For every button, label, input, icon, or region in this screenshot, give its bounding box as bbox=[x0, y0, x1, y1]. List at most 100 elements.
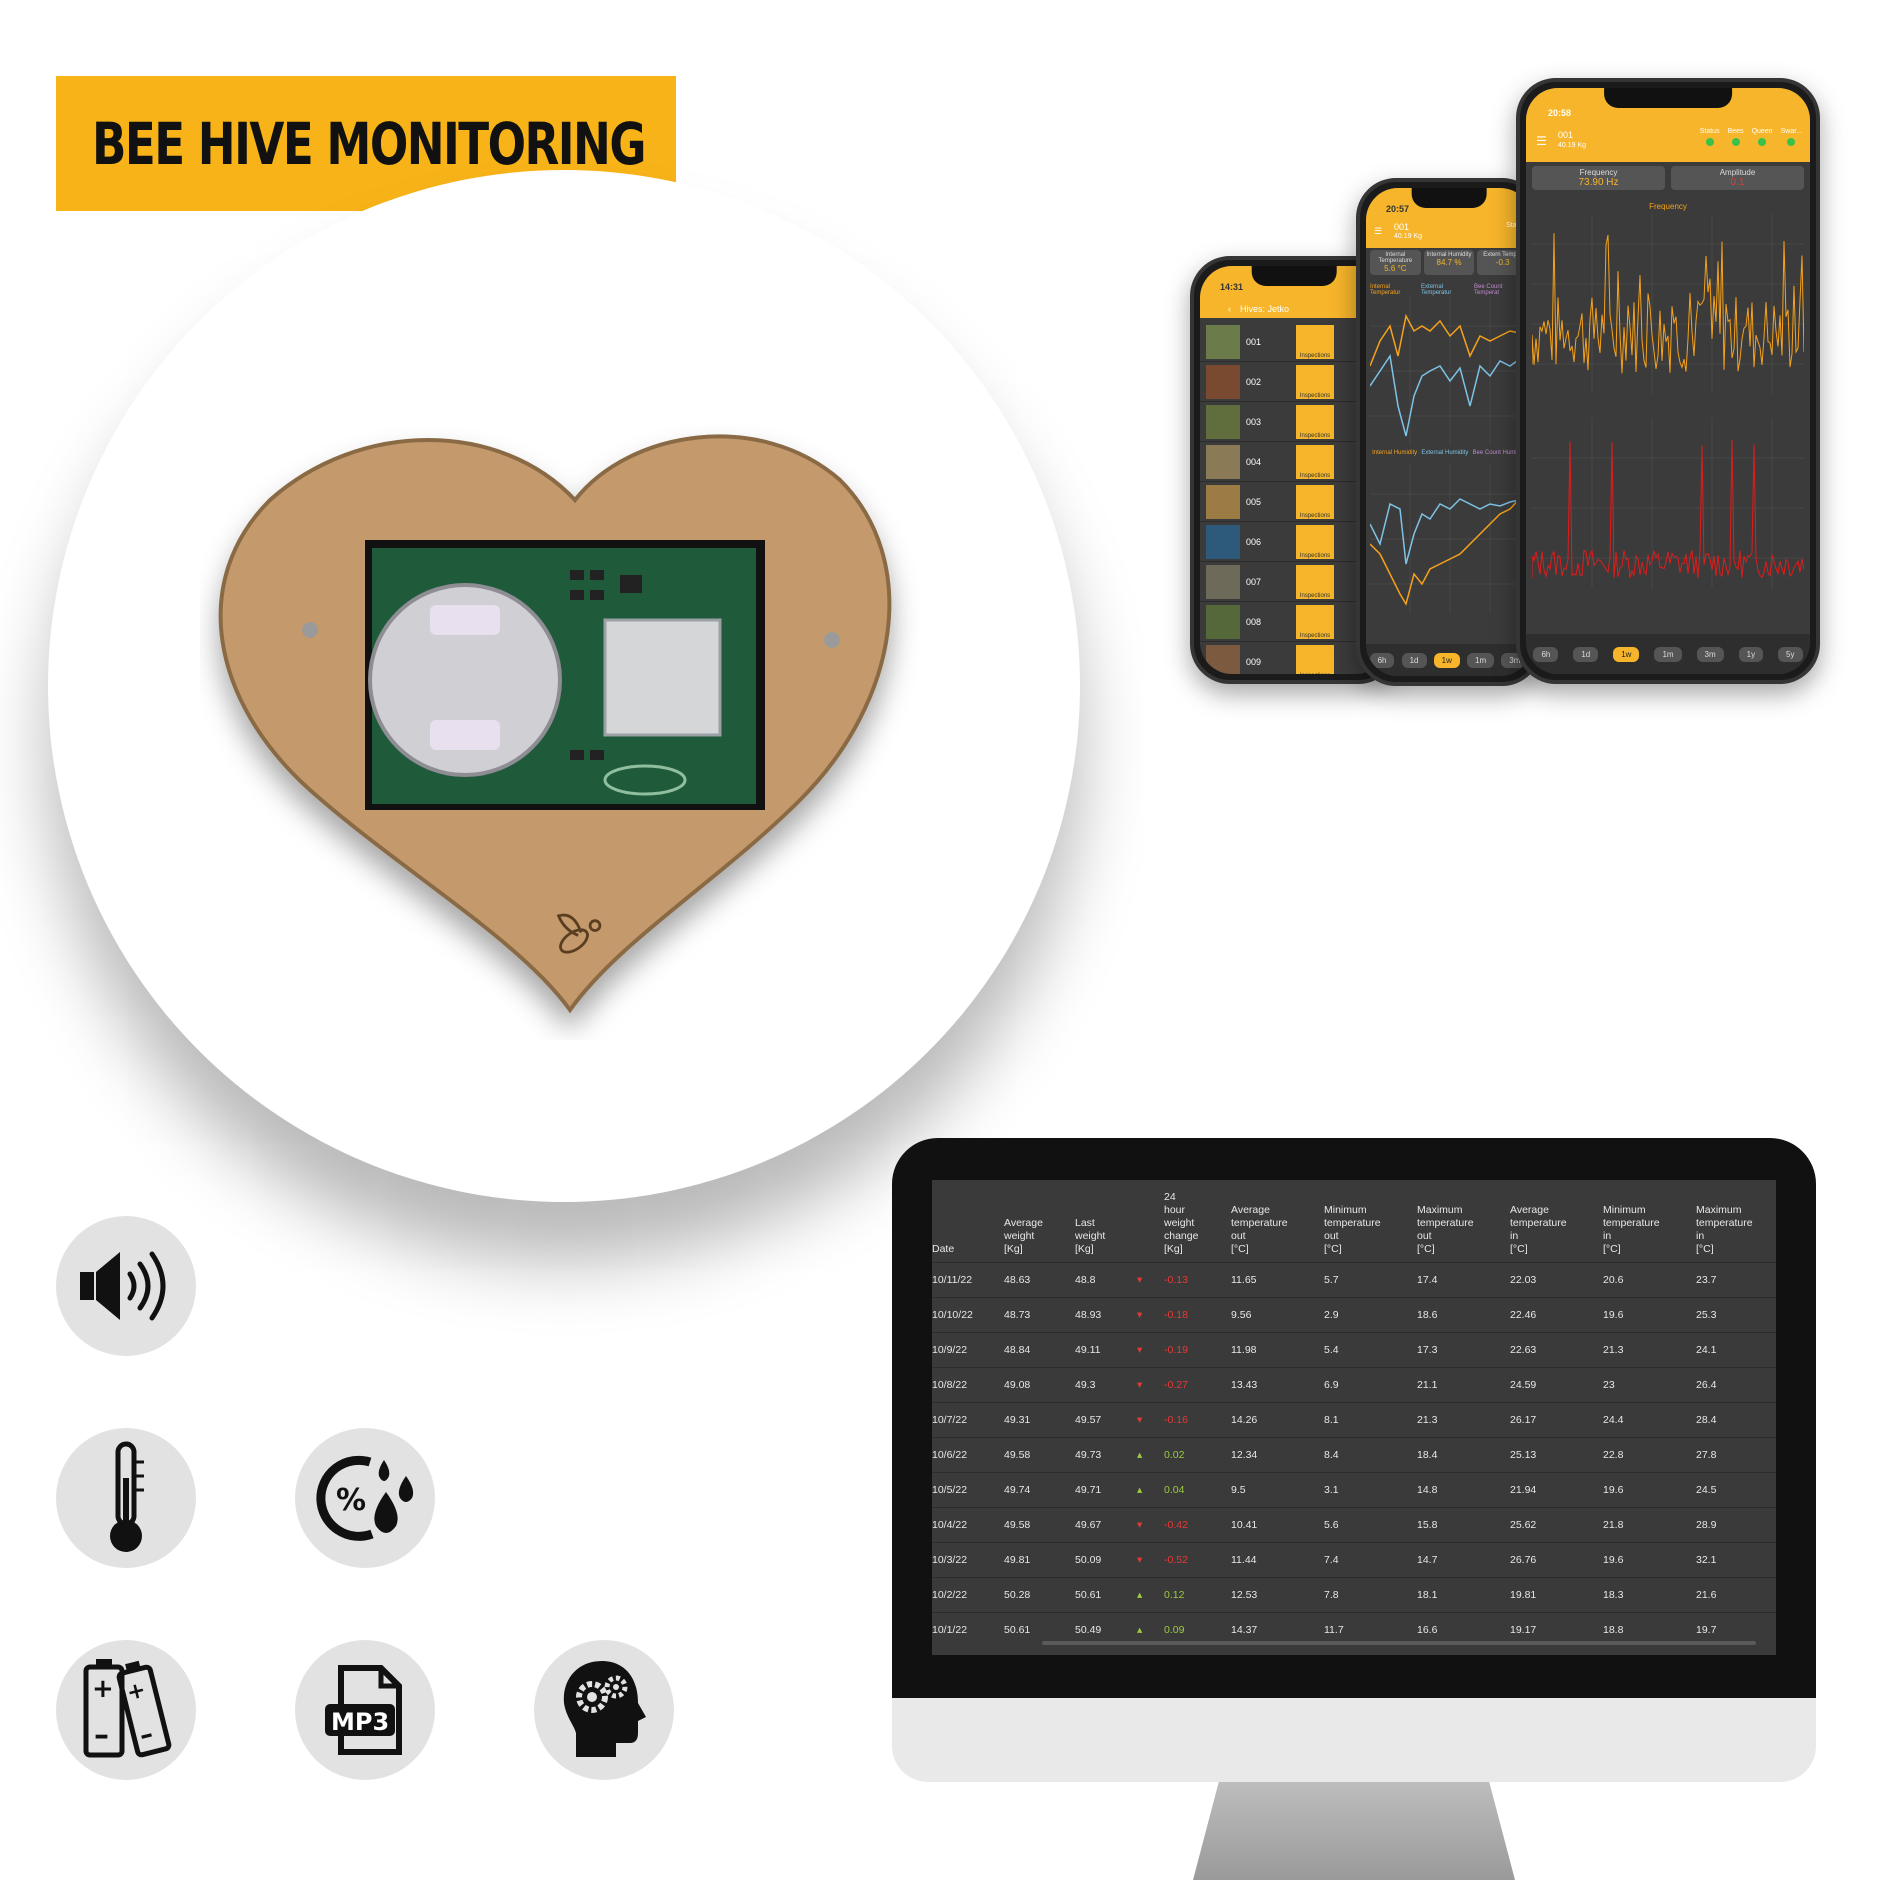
inspections-icon[interactable]: Inspections bbox=[1296, 564, 1334, 599]
inspections-icon[interactable]: Inspections bbox=[1296, 444, 1334, 479]
cell-avg-temp-out: 11.65 bbox=[1231, 1262, 1324, 1298]
inspections-icon[interactable]: Inspections bbox=[1296, 364, 1334, 399]
cell-weight-change: -0.13 bbox=[1164, 1262, 1231, 1298]
cell-min-temp-out: 3.1 bbox=[1324, 1472, 1417, 1508]
cell-max-temp-out: 14.7 bbox=[1417, 1542, 1510, 1578]
col-min-temp-in[interactable]: Minimum temperature in [°C] bbox=[1603, 1204, 1660, 1255]
cell-min-temp-in: 21.3 bbox=[1603, 1332, 1696, 1368]
inspections-icon[interactable]: Inspections bbox=[1296, 484, 1334, 519]
range-1d[interactable]: 1d bbox=[1573, 646, 1599, 662]
amplitude-card[interactable]: Amplitude 0.1 bbox=[1671, 166, 1804, 190]
cell-date: 10/1/22 bbox=[932, 1612, 1004, 1647]
hive-row[interactable]: 008 Inspections bbox=[1200, 602, 1388, 642]
range-6h[interactable]: 6h bbox=[1369, 652, 1395, 668]
col-avg-temp-out[interactable]: Average temperature out [°C] bbox=[1231, 1204, 1288, 1255]
table-row[interactable]: 10/5/22 49.74 49.71 ▴ 0.04 9.5 3.1 14.8 21.94 19.… bbox=[932, 1472, 1776, 1508]
hive-row[interactable]: 006 Inspections bbox=[1200, 522, 1388, 562]
table-row[interactable]: 10/3/22 49.81 50.09 ▾ -0.52 11.44 7.4 14.7 26.76… bbox=[932, 1542, 1776, 1578]
metric-value: -0.3 bbox=[1495, 258, 1510, 267]
hive-id: 009 bbox=[1246, 656, 1262, 667]
mp3-feature: MP3 bbox=[295, 1640, 435, 1780]
hive-row[interactable]: 001 Inspections bbox=[1200, 322, 1388, 362]
cell-max-temp-out: 21.1 bbox=[1417, 1367, 1510, 1403]
cell-avg-temp-in: 21.94 bbox=[1510, 1472, 1603, 1508]
range-5y[interactable]: 5y bbox=[1778, 646, 1803, 662]
col-date[interactable]: Date bbox=[932, 1243, 955, 1255]
cell-min-temp-in: 19.6 bbox=[1603, 1297, 1696, 1333]
inspections-icon[interactable]: Inspections bbox=[1296, 524, 1334, 559]
table-row[interactable]: 10/8/22 49.08 49.3 ▾ -0.27 13.43 6.9 21.1 24.59 2… bbox=[932, 1367, 1776, 1403]
col-avg-temp-in[interactable]: Average temperature in [°C] bbox=[1510, 1204, 1567, 1255]
cell-weight-change: -0.42 bbox=[1164, 1507, 1231, 1543]
hive-photo bbox=[1206, 604, 1240, 639]
inspections-icon[interactable]: Inspections bbox=[1296, 324, 1334, 359]
cell-date: 10/5/22 bbox=[932, 1472, 1004, 1508]
range-3m[interactable]: 3m bbox=[1696, 646, 1724, 662]
range-1m[interactable]: 1m bbox=[1467, 652, 1495, 668]
cell-avg-temp-out: 11.98 bbox=[1231, 1332, 1324, 1368]
range-1m[interactable]: 1m bbox=[1654, 646, 1682, 662]
cell-weight-change: -0.52 bbox=[1164, 1542, 1231, 1578]
hive-photo bbox=[1206, 364, 1240, 399]
mp3-file-icon: MP3 bbox=[325, 1665, 402, 1755]
hive-row[interactable]: 002 Inspections bbox=[1200, 362, 1388, 402]
table-row[interactable]: 10/4/22 49.58 49.67 ▾ -0.42 10.41 5.6 15.8 25.62… bbox=[932, 1507, 1776, 1543]
metric-card[interactable]: Internal Humidity 84.7 % bbox=[1423, 250, 1475, 275]
hive-row[interactable]: 007 Inspections bbox=[1200, 562, 1388, 602]
table-row[interactable]: 10/9/22 48.84 49.11 ▾ -0.19 11.98 5.4 17.3 22.63… bbox=[932, 1332, 1776, 1368]
table-row[interactable]: 10/6/22 49.58 49.73 ▴ 0.02 12.34 8.4 18.4 25.13 2… bbox=[932, 1437, 1776, 1473]
metric-card[interactable]: Internal Temperature 5.6 °C bbox=[1370, 250, 1421, 275]
inspections-icon[interactable]: Inspections bbox=[1296, 604, 1334, 639]
inspections-icon[interactable]: Inspections bbox=[1296, 404, 1334, 439]
table-row[interactable]: 10/7/22 49.31 49.57 ▾ -0.16 14.26 8.1 21.3 26.17… bbox=[932, 1402, 1776, 1438]
cell-average-weight: 48.73 bbox=[1004, 1297, 1075, 1333]
hive-row[interactable]: 005 Inspections bbox=[1200, 482, 1388, 522]
horizontal-scrollbar[interactable] bbox=[1042, 1641, 1756, 1645]
cell-max-temp-in: 24.1 bbox=[1696, 1332, 1776, 1368]
col-min-temp-out[interactable]: Minimum temperature out [°C] bbox=[1324, 1204, 1381, 1255]
col-average-weight[interactable]: Average weight [Kg] bbox=[1004, 1217, 1043, 1255]
hive-row[interactable]: 009 Inspections bbox=[1200, 642, 1388, 674]
hive-row[interactable]: 004 Inspections bbox=[1200, 442, 1388, 482]
range-6h[interactable]: 6h bbox=[1533, 646, 1559, 662]
range-1y[interactable]: 1y bbox=[1738, 646, 1764, 662]
time-range-bar: 6h 1d 1w 1m 3m bbox=[1366, 644, 1532, 676]
inspections-icon[interactable]: Inspections bbox=[1296, 644, 1334, 674]
hive-photo bbox=[1206, 444, 1240, 479]
table-row[interactable]: 10/11/22 48.63 48.8 ▾ -0.13 11.65 5.7 17.4 22.03… bbox=[932, 1262, 1776, 1298]
humidity-chart bbox=[1370, 464, 1524, 614]
back-arrow-icon[interactable]: ‹ bbox=[1228, 304, 1231, 314]
cell-min-temp-out: 2.9 bbox=[1324, 1297, 1417, 1333]
legend-beecount-temp: Bee Count Temperat bbox=[1474, 284, 1503, 296]
chart-title: Frequency bbox=[1649, 202, 1687, 211]
col-weight-change[interactable]: 24 hour weight change [Kg] bbox=[1164, 1191, 1199, 1255]
menu-icon[interactable]: ☰ bbox=[1374, 226, 1383, 236]
cell-weight-change: 0.12 bbox=[1164, 1577, 1231, 1613]
cell-avg-temp-in: 22.03 bbox=[1510, 1262, 1603, 1298]
frequency-card[interactable]: Frequency 73.90 Hz bbox=[1532, 166, 1665, 190]
table-header-row: Date Average weight [Kg] Last weight [Kg… bbox=[932, 1180, 1776, 1263]
table-row[interactable]: 10/2/22 50.28 50.61 ▴ 0.12 12.53 7.8 18.1 19.81 1… bbox=[932, 1577, 1776, 1613]
col-max-temp-out[interactable]: Maximum temperature out [°C] bbox=[1417, 1204, 1474, 1255]
table-row[interactable]: 10/10/22 48.73 48.93 ▾ -0.18 9.56 2.9 18.6 22.46… bbox=[932, 1297, 1776, 1333]
monitor-screen: Date Average weight [Kg] Last weight [Kg… bbox=[932, 1180, 1776, 1655]
cell-avg-temp-out: 11.44 bbox=[1231, 1542, 1324, 1578]
cell-avg-temp-in: 22.46 bbox=[1510, 1297, 1603, 1333]
col-max-temp-in[interactable]: Maximum temperature in [°C] bbox=[1696, 1204, 1753, 1255]
hive-row[interactable]: 003 Inspections bbox=[1200, 402, 1388, 442]
cell-avg-temp-in: 24.59 bbox=[1510, 1367, 1603, 1403]
hive-photo bbox=[1206, 644, 1240, 674]
cell-max-temp-in: 21.6 bbox=[1696, 1577, 1776, 1613]
col-last-weight[interactable]: Last weight [Kg] bbox=[1075, 1217, 1106, 1255]
range-1w[interactable]: 1w bbox=[1613, 646, 1640, 662]
cell-last-weight: 49.11 bbox=[1075, 1332, 1137, 1368]
cell-avg-temp-in: 25.62 bbox=[1510, 1507, 1603, 1543]
cell-max-temp-out: 15.8 bbox=[1417, 1507, 1510, 1543]
humidity-feature: % bbox=[295, 1428, 435, 1568]
menu-icon[interactable]: ☰ bbox=[1536, 134, 1547, 148]
metric-value: 5.6 °C bbox=[1384, 264, 1407, 273]
hive-id: 001 bbox=[1246, 336, 1262, 347]
range-1w[interactable]: 1w bbox=[1433, 652, 1460, 668]
range-1d[interactable]: 1d bbox=[1401, 652, 1427, 668]
cell-date: 10/11/22 bbox=[932, 1262, 1004, 1298]
